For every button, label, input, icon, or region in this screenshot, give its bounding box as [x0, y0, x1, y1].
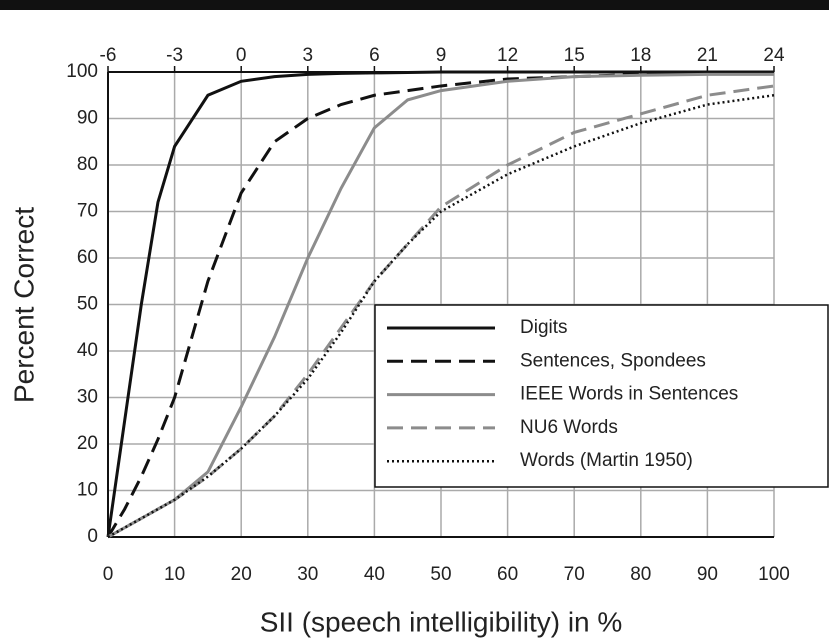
x2-tick-label: 6 — [369, 45, 380, 66]
chart: SII (speech intelligibility) in % Percen… — [0, 0, 829, 642]
x2-tick-label: -3 — [166, 45, 183, 66]
x-axis-title: SII (speech intelligibility) in % — [260, 606, 623, 637]
y-tick-label: 90 — [77, 108, 98, 129]
x-tick-label: 20 — [231, 564, 252, 585]
x-tick-label: 100 — [758, 564, 790, 585]
y-tick-label: 80 — [77, 154, 98, 175]
y-tick-label: 70 — [77, 201, 98, 222]
x2-tick-label: 3 — [303, 45, 314, 66]
x2-tick-label: 0 — [236, 45, 247, 66]
legend-label: IEEE Words in Sentences — [520, 384, 738, 405]
legend-label: NU6 Words — [520, 417, 618, 438]
y-tick-label: 100 — [66, 61, 98, 82]
top-bar — [0, 0, 829, 10]
legend-label: Words (Martin 1950) — [520, 450, 693, 471]
legend-label: Sentences, Spondees — [520, 350, 706, 371]
legend-label: Digits — [520, 317, 568, 338]
y-tick-label: 10 — [77, 480, 98, 501]
x-tick-label: 30 — [297, 564, 318, 585]
x-tick-label: 0 — [103, 564, 114, 585]
x-tick-label: 50 — [430, 564, 451, 585]
x2-tick-label: 21 — [697, 45, 718, 66]
x-tick-label: 10 — [164, 564, 185, 585]
y-tick-label: 20 — [77, 433, 98, 454]
x2-tick-label: 15 — [564, 45, 585, 66]
y-tick-label: 40 — [77, 340, 98, 361]
y-tick-label: 50 — [77, 294, 98, 315]
y-tick-label: 0 — [87, 526, 98, 547]
x-tick-label: 60 — [497, 564, 518, 585]
x2-tick-label: 24 — [763, 45, 785, 66]
x-tick-label: 40 — [364, 564, 385, 585]
x2-tick-label: -6 — [100, 45, 117, 66]
x2-tick-label: 12 — [497, 45, 518, 66]
y-tick-label: 60 — [77, 247, 98, 268]
x2-tick-label: 9 — [436, 45, 447, 66]
x-tick-label: 80 — [630, 564, 651, 585]
x2-tick-label: 18 — [630, 45, 651, 66]
y-tick-label: 30 — [77, 387, 98, 408]
x-tick-label: 70 — [564, 564, 585, 585]
x-tick-label: 90 — [697, 564, 718, 585]
y-axis-title: Percent Correct — [8, 207, 39, 403]
